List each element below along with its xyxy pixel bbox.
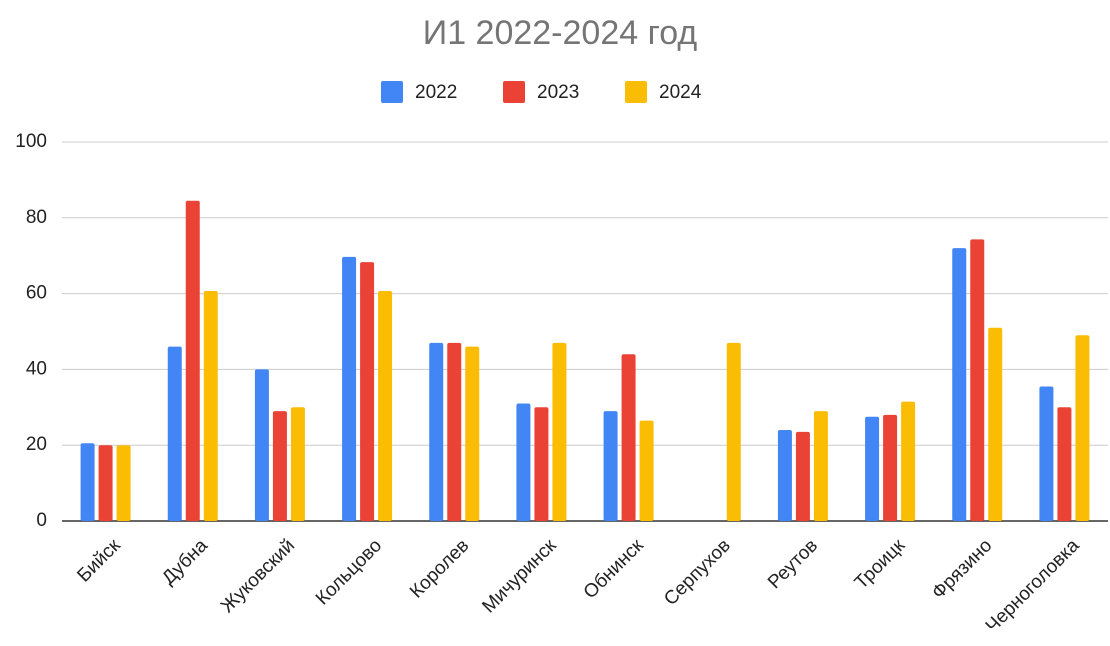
bar (1075, 335, 1090, 521)
bar (1057, 407, 1072, 521)
bar (98, 445, 113, 521)
x-tick-label: Кольцово (312, 535, 386, 609)
bar (272, 411, 287, 521)
legend-label: 2024 (659, 82, 702, 103)
bar (203, 290, 218, 521)
x-tick-label: Королев (406, 535, 473, 602)
bar (813, 411, 828, 521)
bar (185, 200, 200, 521)
legend-swatch (381, 81, 403, 103)
x-tick-label: Жуковский (217, 535, 299, 617)
bar (901, 401, 916, 521)
y-tick-label: 100 (15, 131, 47, 152)
bar (516, 403, 531, 521)
bar (1039, 386, 1054, 521)
y-tick-label: 20 (26, 434, 47, 455)
x-tick-label: Троицк (851, 535, 910, 594)
bar (290, 407, 305, 521)
y-tick-label: 0 (36, 510, 47, 531)
legend-swatch (503, 81, 525, 103)
bar (378, 290, 393, 521)
bar (552, 342, 567, 521)
x-tick-label: Серпухов (660, 535, 735, 610)
bar (465, 346, 480, 521)
legend-swatch (625, 81, 647, 103)
bar (254, 369, 269, 521)
y-tick-label: 60 (26, 283, 47, 304)
x-tick-label: Реутов (764, 535, 822, 593)
x-tick-label: Обнинск (580, 535, 648, 603)
bar (116, 445, 131, 521)
x-tick-label: Бийск (73, 535, 125, 587)
chart-title: И1 2022-2024 год (423, 14, 698, 52)
x-tick-label: Фрязино (928, 535, 996, 603)
bar (429, 342, 444, 521)
legend-label: 2022 (415, 82, 457, 103)
bar (534, 407, 549, 521)
bar (883, 414, 898, 521)
y-tick-label: 40 (26, 358, 47, 379)
bar (952, 248, 967, 521)
bar (639, 420, 654, 521)
bar (621, 354, 636, 521)
bar (360, 262, 375, 521)
bar (988, 327, 1003, 521)
y-tick-label: 80 (26, 207, 47, 228)
bar (603, 411, 618, 521)
x-tick-label: Дубна (158, 535, 212, 589)
bar (865, 416, 880, 521)
bar (777, 430, 792, 521)
bar (342, 256, 357, 521)
bar (447, 342, 462, 521)
bar (80, 443, 95, 521)
bar (167, 346, 182, 521)
x-tick-label: Черноголовка (982, 535, 1084, 637)
bar (795, 431, 810, 521)
bar (970, 239, 985, 521)
legend-label: 2023 (537, 82, 579, 103)
x-tick-label: Мичуринск (478, 535, 561, 618)
bar (726, 342, 741, 521)
